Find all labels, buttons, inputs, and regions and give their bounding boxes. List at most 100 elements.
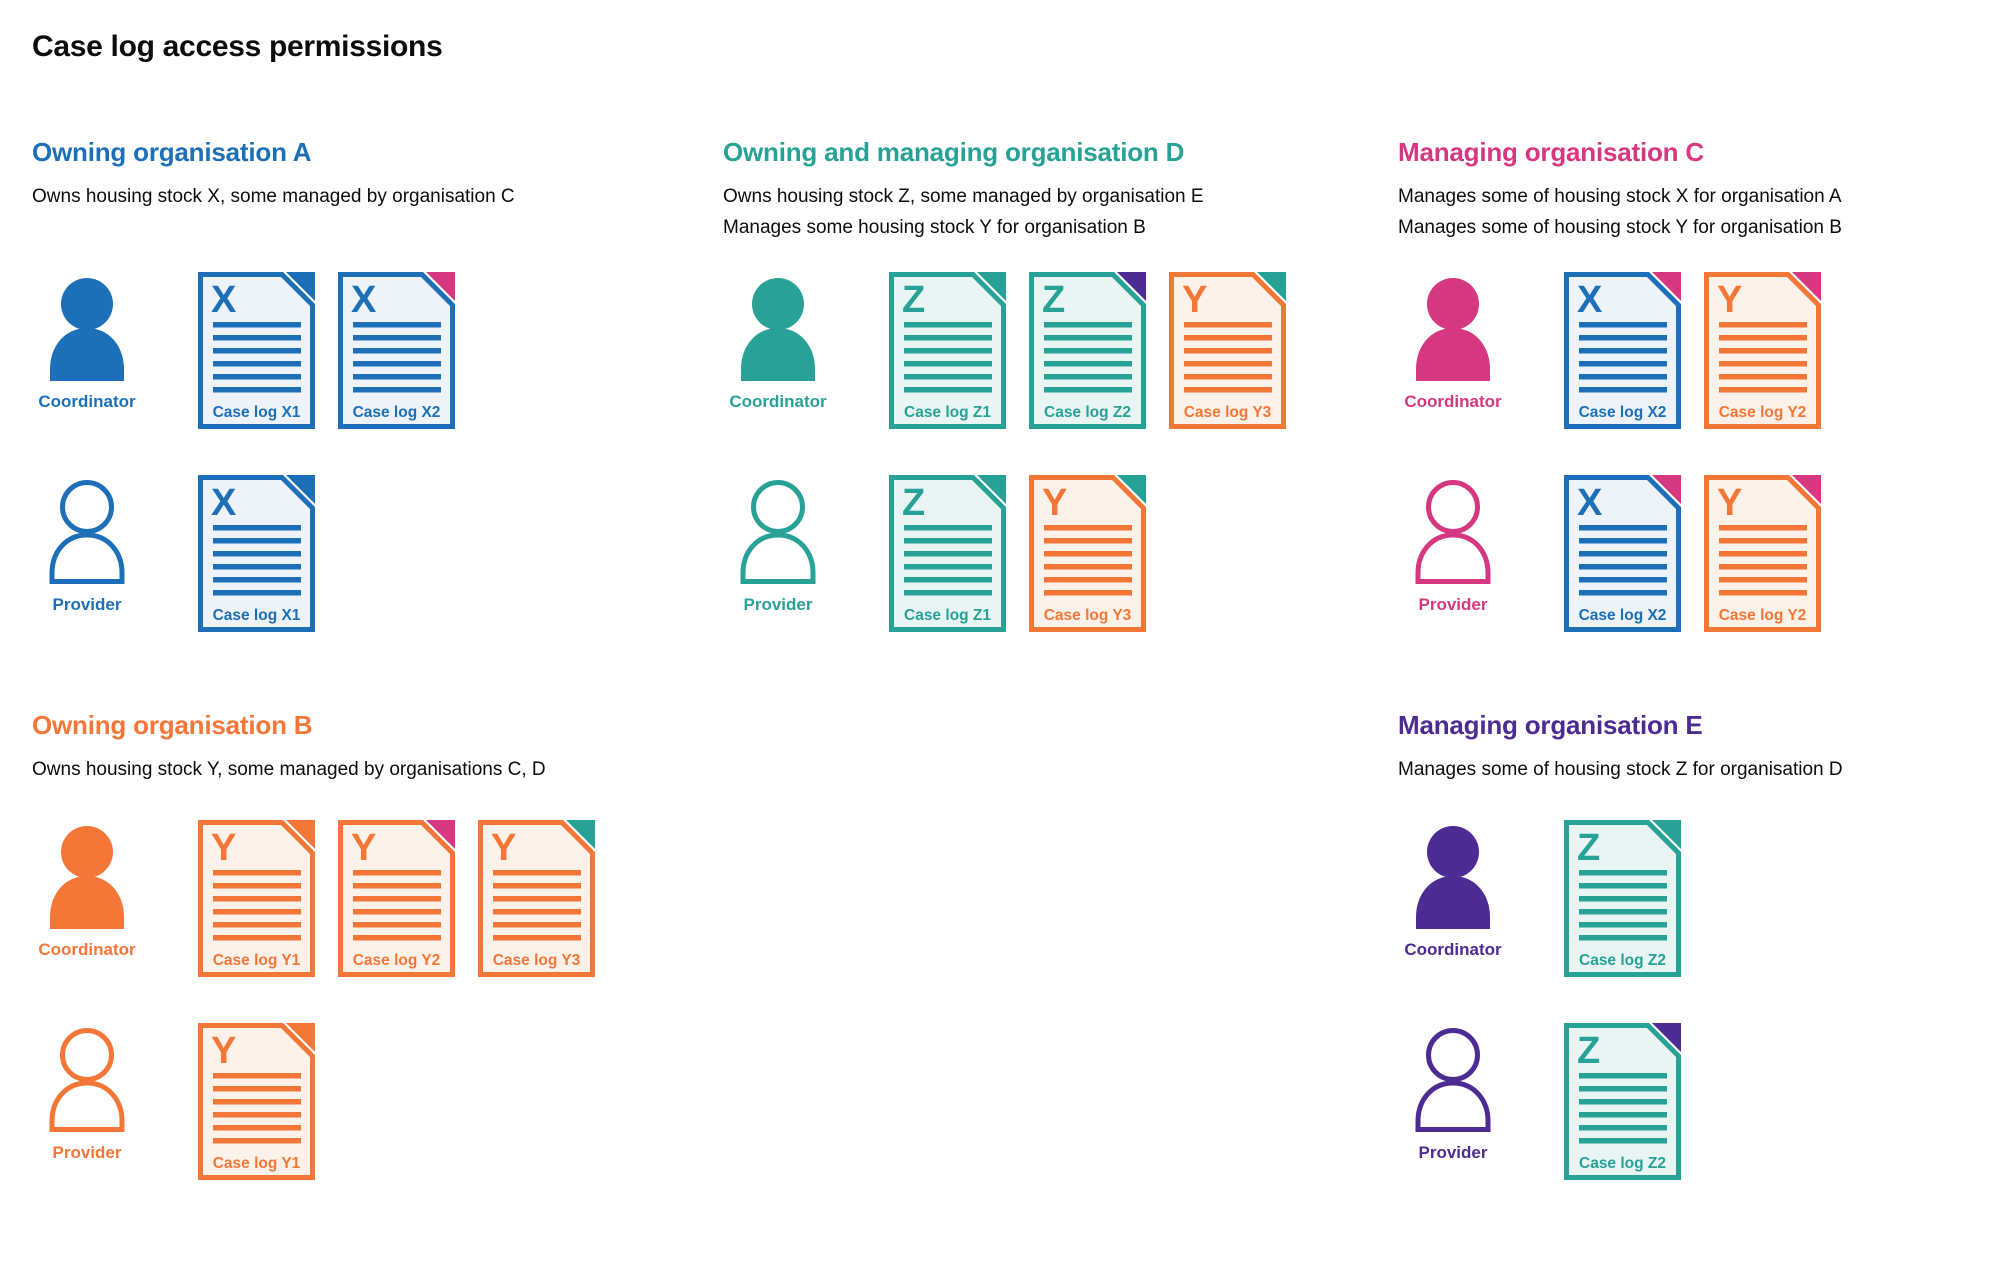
doc-text-line: [493, 922, 581, 928]
doc-stock-letter: Z: [902, 482, 925, 524]
doc-stock-letter: X: [211, 279, 237, 321]
doc-label: Case log Y3: [1044, 607, 1132, 624]
permission-rows: Coordinator Z Case log Z2 Provider Z Case log…: [1398, 820, 1681, 1226]
permission-row: Provider Y Case log Y1: [32, 1023, 595, 1180]
doc-stock-letter: Y: [1717, 279, 1742, 321]
doc-text-line: [1579, 883, 1667, 889]
doc-stock-letter: Y: [1717, 482, 1742, 524]
folded-corner: [1652, 1023, 1681, 1052]
doc-text-line: [904, 577, 992, 583]
doc-label: Case log Z1: [904, 607, 991, 624]
permission-row: Provider Z Case log Z2: [1398, 1023, 1681, 1180]
doc-stock-letter: Y: [351, 827, 376, 869]
section-description: Owns housing stock X, some managed by or…: [32, 181, 652, 212]
doc-list: X Case log X1 X Case log X2: [198, 272, 455, 429]
role-provider: Provider: [1398, 475, 1508, 615]
section-description: Manages some of housing stock X for orga…: [1398, 181, 2000, 243]
section-description-line: Manages some of housing stock Y for orga…: [1398, 217, 1842, 238]
doc-text-line: [1579, 1112, 1667, 1118]
role-coordinator: Coordinator: [1398, 272, 1508, 412]
doc-text-line: [353, 883, 441, 889]
doc-label: Case log Z2: [1579, 952, 1666, 969]
doc-text-line: [1579, 1086, 1667, 1092]
person-body: [1416, 328, 1490, 381]
folded-corner: [286, 820, 315, 849]
doc-label: Case log X2: [1579, 607, 1667, 624]
doc-text-line: [1579, 1099, 1667, 1105]
person-head: [61, 278, 113, 330]
doc-text-line: [1579, 374, 1667, 380]
doc-text-line: [1719, 374, 1807, 380]
doc-text-line: [213, 525, 301, 531]
permission-row: Coordinator Y Case log Y1 Y Case log Y2 Y Case…: [32, 820, 595, 977]
doc-text-line: [353, 322, 441, 328]
person-body: [1416, 876, 1490, 929]
doc-list: Z Case log Z2: [1564, 820, 1681, 977]
permission-row: Coordinator X Case log X1 X Case log X2: [32, 272, 455, 429]
doc-stock-letter: Y: [1182, 279, 1207, 321]
case-log-document-icon: Y Case log Y2: [338, 820, 455, 977]
doc-text-line: [1184, 322, 1272, 328]
doc-text-line: [904, 361, 992, 367]
doc-text-line: [213, 577, 301, 583]
doc-text-line: [904, 387, 992, 393]
section-heading: Owning organisation B: [32, 710, 313, 740]
coordinator-icon: [1416, 826, 1490, 929]
doc-text-line: [353, 935, 441, 941]
role-label: Provider: [743, 595, 813, 614]
person-body: [50, 328, 124, 381]
doc-text-line: [1579, 361, 1667, 367]
role-provider: Provider: [32, 475, 142, 615]
role-label: Provider: [52, 1143, 122, 1162]
doc-text-line: [1579, 538, 1667, 544]
person-body: [1415, 532, 1491, 584]
section-heading: Managing organisation C: [1398, 137, 1704, 167]
person-head: [1427, 278, 1479, 330]
doc-text-line: [213, 1073, 301, 1079]
folded-corner: [1117, 475, 1146, 504]
doc-text-line: [904, 348, 992, 354]
doc-text-line: [213, 1138, 301, 1144]
doc-text-line: [353, 335, 441, 341]
doc-label: Case log Z2: [1579, 1155, 1666, 1172]
doc-text-line: [1719, 348, 1807, 354]
person-body: [49, 532, 125, 584]
doc-text-line: [493, 870, 581, 876]
doc-text-line: [213, 564, 301, 570]
case-log-document-icon: Y Case log Y1: [198, 820, 315, 977]
doc-label: Case log Z2: [1044, 404, 1131, 421]
case-log-document-icon: X Case log X1: [198, 272, 315, 429]
doc-list: Y Case log Y1: [198, 1023, 315, 1180]
doc-text-line: [1044, 387, 1132, 393]
doc-stock-letter: Z: [1042, 279, 1065, 321]
doc-stock-letter: Z: [1577, 827, 1600, 869]
coordinator-icon: [50, 278, 124, 381]
doc-text-line: [904, 564, 992, 570]
doc-text-line: [1579, 870, 1667, 876]
folded-corner: [1792, 272, 1821, 301]
doc-text-line: [493, 883, 581, 889]
doc-text-line: [1579, 335, 1667, 341]
doc-text-line: [1579, 564, 1667, 570]
role-label: Provider: [1418, 595, 1488, 614]
folded-corner: [977, 272, 1006, 301]
case-log-document-icon: X Case log X2: [338, 272, 455, 429]
doc-text-line: [904, 374, 992, 380]
doc-text-line: [1044, 374, 1132, 380]
doc-text-line: [213, 883, 301, 889]
case-log-document-icon: X Case log X1: [198, 475, 315, 632]
case-log-document-icon: Y Case log Y2: [1704, 272, 1821, 429]
doc-text-line: [213, 322, 301, 328]
role-provider: Provider: [723, 475, 833, 615]
doc-text-line: [1579, 1138, 1667, 1144]
folded-corner: [426, 272, 455, 301]
doc-text-line: [1044, 335, 1132, 341]
section-org-b: Owning organisation B Owns housing stock …: [32, 710, 652, 1180]
role-provider: Provider: [1398, 1023, 1508, 1163]
doc-text-line: [353, 896, 441, 902]
doc-text-line: [1579, 896, 1667, 902]
doc-text-line: [213, 361, 301, 367]
doc-list: X Case log X2 Y Case log Y2: [1564, 475, 1821, 632]
section-org-a: Owning organisation A Owns housing stock …: [32, 137, 652, 632]
permission-row: Provider Z Case log Z1 Y Case log Y3: [723, 475, 1286, 632]
